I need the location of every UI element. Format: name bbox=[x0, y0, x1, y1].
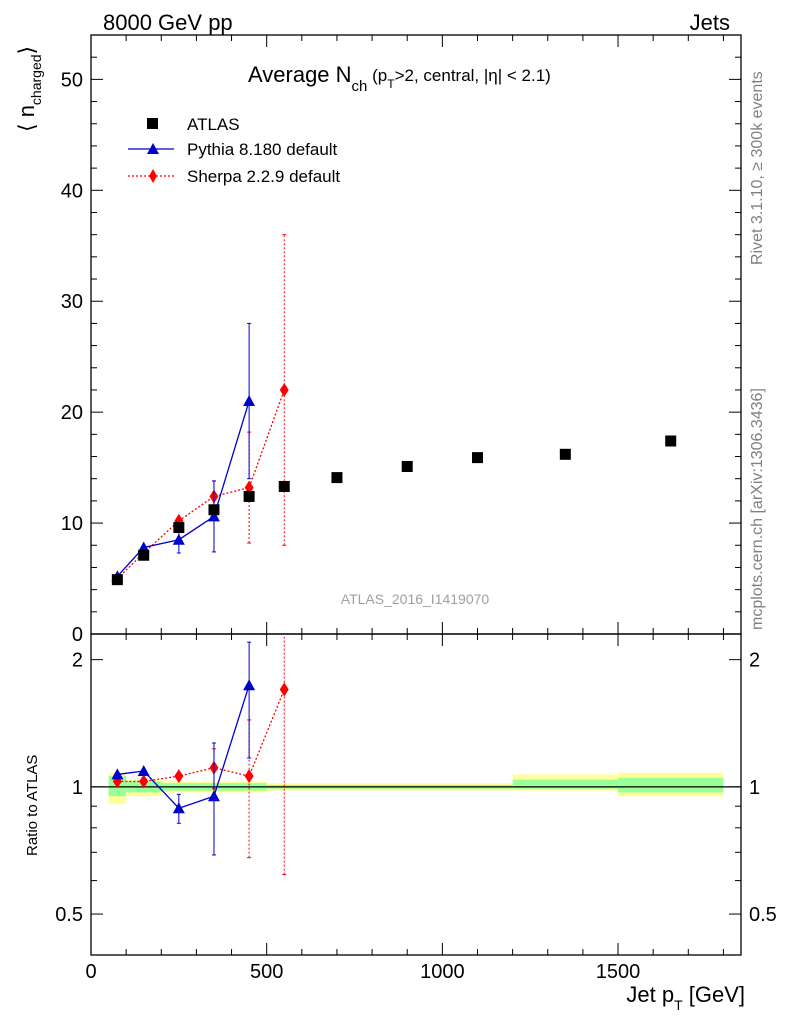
mcplots-label: mcplots.cern.ch [arXiv:1306.3436] bbox=[749, 388, 766, 630]
title-main: Average N bbox=[248, 62, 352, 87]
ratio-sherpa-point bbox=[174, 769, 184, 784]
pythia-point bbox=[172, 533, 185, 545]
main-ytick-label: 50 bbox=[61, 69, 83, 91]
legend-pythia-label: Pythia 8.180 default bbox=[187, 140, 338, 159]
ratio-frame bbox=[90, 633, 742, 956]
atlas-point bbox=[111, 574, 123, 586]
main-ylabel-sub: charged bbox=[28, 54, 44, 105]
main-ylabel: ⟨ ncharged⟩ bbox=[14, 46, 44, 132]
atlas-point bbox=[278, 480, 290, 492]
ratio-pythia-point bbox=[137, 765, 150, 777]
main-panel: 0 10 20 30 40 50 bbox=[61, 34, 742, 646]
legend-pythia-marker bbox=[147, 143, 159, 154]
ratio-sherpa-point bbox=[279, 682, 289, 697]
main-ytick-label: 0 bbox=[72, 624, 83, 646]
header-right: Jets bbox=[690, 10, 730, 35]
atlas-point bbox=[401, 461, 413, 473]
x-tick-label: 0 bbox=[85, 961, 96, 983]
x-axis-label-sub: T bbox=[674, 997, 683, 1013]
atlas-point bbox=[138, 549, 150, 561]
main-ytick-label: 10 bbox=[61, 513, 83, 535]
main-data bbox=[111, 234, 677, 586]
ratio-ytick-label-right: 0.5 bbox=[749, 904, 777, 926]
analysis-watermark: ATLAS_2016_I1419070 bbox=[341, 591, 490, 607]
pythia-point bbox=[207, 510, 220, 522]
ratio-pythia-point bbox=[111, 768, 124, 780]
ratio-ylabel: Ratio to ATLAS bbox=[24, 755, 41, 856]
atlas-point bbox=[173, 522, 185, 534]
title-cond-rest: >2, central, |η| < 2.1) bbox=[395, 66, 551, 85]
atlas-point bbox=[331, 472, 343, 484]
pythia-line bbox=[116, 400, 250, 577]
sherpa-line bbox=[116, 389, 285, 580]
ratio-bands bbox=[91, 772, 741, 805]
title-main-sub: ch bbox=[352, 78, 368, 95]
x-axis-label: Jet pT [GeV] bbox=[626, 982, 745, 1013]
legend-atlas-label: ATLAS bbox=[187, 115, 240, 134]
ratio-pythia-point bbox=[243, 679, 256, 691]
rivet-label: Rivet 3.1.10, ≥ 300k events bbox=[749, 71, 766, 265]
atlas-point bbox=[559, 448, 571, 460]
legend: ATLAS Pythia 8.180 default Sherpa 2.2.9 … bbox=[128, 115, 340, 186]
x-axis-label-main: Jet p bbox=[626, 982, 674, 1007]
x-axis-label-unit: [GeV] bbox=[683, 982, 745, 1007]
ratio-ytick-label-left: 2 bbox=[72, 650, 83, 672]
main-ylabel-main: ⟨ n bbox=[14, 105, 39, 132]
ratio-ytick-label-left: 0.5 bbox=[55, 904, 83, 926]
ratio-pythia-point bbox=[207, 790, 220, 802]
header-left: 8000 GeV pp bbox=[103, 10, 233, 35]
ratio-band-inner bbox=[512, 779, 619, 789]
title-cond-sub: T bbox=[387, 77, 395, 91]
atlas-point bbox=[471, 452, 483, 464]
ratio-ytick-label-right: 1 bbox=[749, 777, 760, 799]
plot-title: Average Nch (pT>2, central, |η| < 2.1) bbox=[248, 62, 551, 95]
pythia-point bbox=[243, 395, 256, 407]
ratio-ticks: 0 500 1000 1500 0.5 0.5 1 1 2 2 bbox=[55, 634, 777, 983]
ratio-sherpa-point bbox=[139, 774, 149, 789]
pythia-point bbox=[137, 541, 150, 553]
ratio-ytick-label-right: 2 bbox=[749, 650, 760, 672]
ratio-panel: 0 500 1000 1500 0.5 0.5 1 1 2 2 bbox=[55, 633, 777, 983]
x-tick-label: 500 bbox=[250, 961, 283, 983]
main-ytick-label: 30 bbox=[61, 291, 83, 313]
x-tick-label: 1500 bbox=[596, 961, 641, 983]
ratio-band-inner bbox=[618, 777, 724, 793]
main-ytick-label: 40 bbox=[61, 180, 83, 202]
main-ticks: 0 10 20 30 40 50 bbox=[61, 34, 741, 646]
atlas-point bbox=[665, 435, 677, 447]
title-cond-open: (p bbox=[367, 66, 387, 85]
legend-atlas-marker bbox=[147, 118, 158, 129]
main-ylabel-close: ⟩ bbox=[14, 46, 39, 55]
x-tick-label: 1000 bbox=[420, 961, 465, 983]
ratio-ytick-label-left: 1 bbox=[72, 777, 83, 799]
ratio-data bbox=[111, 633, 289, 876]
atlas-point bbox=[208, 504, 220, 516]
ratio-pythia-point bbox=[172, 802, 185, 814]
sherpa-point bbox=[279, 382, 289, 397]
atlas-point bbox=[243, 490, 255, 502]
legend-sherpa-label: Sherpa 2.2.9 default bbox=[187, 167, 340, 186]
main-ytick-label: 20 bbox=[61, 402, 83, 424]
legend-sherpa-marker bbox=[149, 169, 157, 183]
ratio-sherpa-point bbox=[244, 769, 254, 784]
